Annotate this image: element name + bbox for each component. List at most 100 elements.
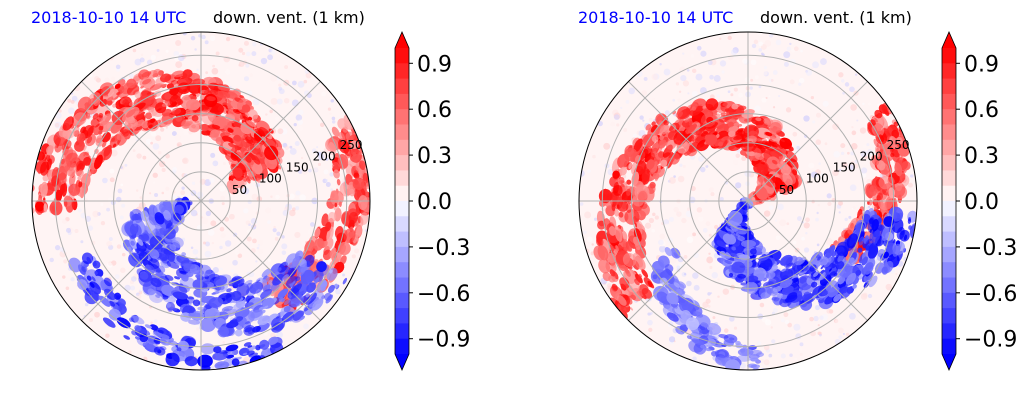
positive-cell bbox=[141, 71, 152, 78]
speckle-cell bbox=[810, 95, 814, 100]
speckle-cell bbox=[783, 61, 789, 67]
speckle-cell bbox=[652, 212, 656, 217]
speckle-cell bbox=[219, 245, 223, 250]
speckle-cell bbox=[775, 39, 782, 46]
speckle-cell bbox=[584, 211, 592, 219]
speckle-cell bbox=[293, 123, 297, 127]
speckle-cell bbox=[197, 211, 202, 216]
speckle-cell bbox=[330, 99, 334, 103]
speckle-cell bbox=[145, 138, 152, 145]
colorbar-level bbox=[942, 277, 956, 294]
colorbar-level bbox=[395, 109, 409, 125]
speckle-cell bbox=[712, 316, 716, 320]
positive-cell bbox=[333, 169, 340, 179]
speckle-cell bbox=[152, 181, 156, 184]
speckle-cell bbox=[741, 58, 748, 64]
speckle-cell bbox=[722, 288, 730, 295]
positive-cell bbox=[364, 140, 370, 152]
colorbar-tick-label: 0.3 bbox=[964, 144, 999, 169]
negative-cell bbox=[741, 370, 749, 376]
speckle-cell bbox=[762, 220, 766, 224]
speckle-cell bbox=[108, 237, 113, 242]
speckle-cell bbox=[210, 152, 216, 158]
speckle-cell bbox=[642, 119, 645, 122]
negative-cell bbox=[742, 370, 753, 375]
speckle-cell bbox=[224, 217, 230, 222]
speckle-cell bbox=[733, 326, 738, 330]
speckle-cell bbox=[708, 233, 712, 237]
speckle-cell bbox=[321, 91, 327, 97]
speckle-cell bbox=[281, 243, 288, 250]
speckle-cell bbox=[603, 142, 611, 150]
speckle-cell bbox=[620, 106, 623, 110]
speckle-cell bbox=[745, 309, 750, 314]
speckle-cell bbox=[803, 222, 810, 229]
positive-cell bbox=[334, 226, 344, 239]
positive-cell bbox=[156, 98, 162, 102]
colorbar-level bbox=[942, 63, 956, 80]
speckle-cell bbox=[672, 98, 676, 102]
speckle-cell bbox=[62, 218, 68, 224]
speckle-cell bbox=[49, 257, 54, 263]
positive-cell bbox=[153, 68, 163, 78]
speckle-cell bbox=[106, 240, 112, 247]
positive-cell bbox=[101, 141, 107, 148]
negative-cell bbox=[746, 374, 756, 379]
speckle-cell bbox=[789, 79, 795, 85]
positive-cell bbox=[114, 83, 121, 89]
positive-cell bbox=[900, 107, 904, 113]
positive-cell bbox=[148, 106, 155, 113]
speckle-cell bbox=[276, 231, 281, 236]
speckle-cell bbox=[305, 72, 312, 79]
positive-cell bbox=[185, 109, 193, 114]
speckle-cell bbox=[152, 172, 158, 178]
positive-cell bbox=[200, 123, 209, 132]
speckle-cell bbox=[220, 267, 223, 271]
speckle-cell bbox=[792, 131, 798, 137]
positive-cell bbox=[83, 156, 92, 166]
speckle-cell bbox=[696, 45, 702, 51]
positive-cell bbox=[368, 167, 370, 177]
speckle-cell bbox=[229, 213, 235, 220]
speckle-cell bbox=[683, 255, 688, 259]
speckle-cell bbox=[693, 284, 700, 291]
positive-cell bbox=[251, 154, 261, 165]
speckle-cell bbox=[639, 115, 644, 120]
positive-cell bbox=[106, 122, 112, 129]
colorbar: −0.9−0.6−0.30.00.30.60.9 bbox=[394, 31, 470, 371]
speckle-cell bbox=[289, 193, 295, 200]
speckle-cell bbox=[319, 122, 325, 128]
speckle-cell bbox=[154, 193, 159, 198]
speckle-cell bbox=[171, 194, 177, 200]
positive-cell bbox=[122, 99, 129, 106]
speckle-cell bbox=[649, 313, 652, 316]
speckle-cell bbox=[160, 127, 165, 132]
positive-cell bbox=[40, 161, 50, 176]
speckle-cell bbox=[819, 333, 822, 337]
speckle-cell bbox=[222, 341, 225, 344]
negative-cell bbox=[744, 260, 753, 268]
colorbar-level bbox=[395, 216, 409, 233]
colorbar-level bbox=[395, 201, 409, 217]
speckle-cell bbox=[223, 162, 226, 166]
speckle-cell bbox=[682, 164, 686, 168]
positive-cell bbox=[244, 155, 252, 163]
speckle-cell bbox=[243, 76, 250, 82]
speckle-cell bbox=[192, 248, 199, 255]
speckle-cell bbox=[298, 109, 304, 115]
speckle-cell bbox=[247, 199, 252, 204]
positive-cell bbox=[68, 183, 81, 197]
speckle-cell bbox=[70, 100, 75, 104]
speckle-cell bbox=[154, 319, 158, 323]
colorbar-level bbox=[395, 292, 409, 309]
speckle-cell bbox=[817, 324, 820, 327]
positive-cell bbox=[203, 76, 217, 85]
speckle-cell bbox=[329, 172, 334, 177]
speckle-cell bbox=[168, 38, 176, 46]
speckle-cell bbox=[190, 209, 198, 217]
positive-cell bbox=[126, 78, 137, 89]
speckle-cell bbox=[297, 169, 303, 174]
speckle-cell bbox=[162, 180, 166, 184]
speckle-cell bbox=[267, 220, 271, 224]
speckle-cell bbox=[266, 47, 269, 50]
